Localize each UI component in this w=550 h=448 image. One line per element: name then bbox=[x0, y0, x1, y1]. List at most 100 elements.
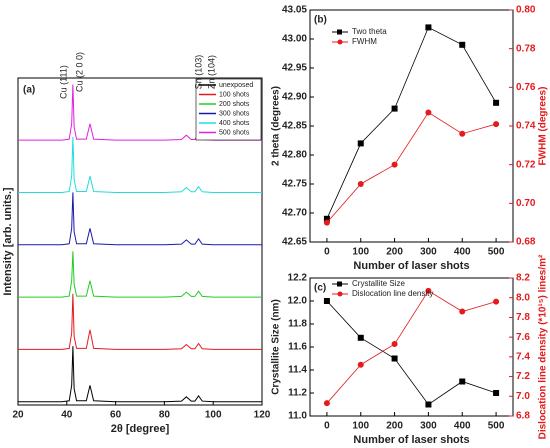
x-tick-label: 300 bbox=[420, 421, 437, 432]
x-tick-label: 300 bbox=[420, 247, 437, 258]
legend-marker bbox=[337, 291, 343, 297]
x-tick-label: 40 bbox=[61, 410, 73, 421]
series-line bbox=[18, 136, 262, 193]
marker bbox=[459, 378, 466, 385]
legend-label: Dislocation line density bbox=[352, 289, 433, 298]
x-tick-label: 200 bbox=[386, 247, 403, 258]
series-line bbox=[326, 290, 497, 404]
legend-label: 400 shots bbox=[219, 120, 250, 127]
x-tick-label: 500 bbox=[488, 421, 505, 432]
y2-tick-label: 7.6 bbox=[516, 332, 530, 343]
plot-frame bbox=[309, 277, 514, 417]
marker bbox=[459, 308, 466, 315]
y2-tick-label: 8.0 bbox=[516, 292, 530, 303]
y-tick-label: 42.65 bbox=[282, 237, 307, 248]
legend-marker bbox=[337, 281, 342, 287]
x-tick-label: 0 bbox=[324, 421, 330, 432]
marker bbox=[459, 41, 466, 48]
y-tick-label: 43.05 bbox=[282, 5, 307, 16]
y2-tick-label: 6.8 bbox=[516, 411, 530, 422]
series-line bbox=[326, 26, 497, 219]
peak-annotation: Zn (104) bbox=[206, 55, 216, 89]
x-tick-label: 80 bbox=[159, 410, 171, 421]
marker bbox=[357, 361, 364, 368]
marker bbox=[357, 181, 364, 187]
x-tick-label: 400 bbox=[454, 421, 471, 432]
y-tick-label: 42.75 bbox=[282, 179, 307, 190]
marker bbox=[323, 219, 330, 226]
marker bbox=[323, 400, 330, 407]
y2-tick-label: 7.2 bbox=[516, 371, 530, 382]
y2-tick-label: 7.8 bbox=[516, 312, 530, 323]
x-axis-label: Number of laser shots bbox=[353, 260, 469, 272]
panel: 0 100 200 300 400 500 42.65 42.70 42.75 42.80 42.8… bbox=[271, 5, 549, 272]
x-axis-label: 2θ [degree] bbox=[111, 423, 170, 435]
marker bbox=[493, 390, 500, 396]
y-tick-label: 11.2 bbox=[288, 388, 307, 399]
x-axis-label: Number of laser shots bbox=[353, 434, 469, 446]
x-tick-label: 400 bbox=[454, 247, 471, 258]
x-tick-label: 100 bbox=[352, 247, 369, 258]
y2-tick-label: 8.2 bbox=[516, 273, 530, 284]
y-tick-label: 11.6 bbox=[288, 342, 307, 353]
y2-tick-label: 0.68 bbox=[516, 237, 536, 248]
panel-label: (b) bbox=[314, 15, 327, 26]
marker bbox=[425, 24, 432, 31]
marker bbox=[391, 355, 398, 362]
series-line bbox=[18, 192, 262, 246]
peak-annotation: Sn (103) bbox=[193, 55, 203, 90]
legend-marker bbox=[337, 29, 342, 35]
y2-tick-label: 7.0 bbox=[516, 391, 530, 402]
series-line bbox=[326, 111, 497, 223]
marker bbox=[357, 334, 364, 341]
marker bbox=[459, 130, 466, 137]
marker bbox=[323, 298, 330, 304]
y-tick-label: 43.00 bbox=[282, 34, 307, 45]
y-axis-label: Intensity [arb. units.] bbox=[2, 187, 14, 296]
marker bbox=[425, 287, 432, 294]
x-tick-label: 20 bbox=[12, 410, 24, 421]
legend-label: 300 shots bbox=[219, 110, 250, 117]
legend-label: FWHM bbox=[352, 37, 377, 46]
y-axis-label: Crystallite Size (nm) bbox=[271, 299, 282, 395]
marker bbox=[425, 401, 432, 408]
marker bbox=[391, 161, 398, 168]
y-tick-label: 42.80 bbox=[282, 150, 307, 161]
y2-tick-label: 0.74 bbox=[516, 121, 536, 132]
x-tick-label: 60 bbox=[110, 410, 122, 421]
panel-label: (a) bbox=[23, 85, 35, 96]
panel: 20 40 60 80 100 120 2θ [degree] Intensity [arb.… bbox=[2, 52, 271, 435]
x-tick-label: 100 bbox=[205, 410, 222, 421]
y2-axis-label: FWHM (degrees) bbox=[538, 87, 549, 166]
y-tick-label: 11.0 bbox=[288, 411, 307, 422]
series-line bbox=[18, 251, 262, 298]
y-tick-label: 12.2 bbox=[288, 273, 308, 284]
peak-annotation: Cu (111) bbox=[58, 65, 68, 99]
marker bbox=[323, 215, 330, 222]
marker bbox=[391, 105, 398, 112]
marker bbox=[493, 121, 500, 128]
y2-tick-label: 0.70 bbox=[516, 198, 536, 209]
marker bbox=[425, 109, 432, 116]
y2-tick-label: 0.78 bbox=[516, 43, 536, 54]
panel: 0 100 200 300 400 500 11.0 11.2 11.4 11.6 11.8 12.0… bbox=[271, 254, 549, 446]
legend-label: 200 shots bbox=[219, 101, 250, 108]
legend-label: Crystallite Size bbox=[352, 279, 405, 288]
y-tick-label: 42.95 bbox=[282, 63, 307, 74]
series-line bbox=[18, 346, 262, 403]
y-tick-label: 42.70 bbox=[282, 208, 307, 219]
legend-label: unexposed bbox=[219, 82, 253, 89]
y2-tick-label: 7.4 bbox=[516, 351, 530, 362]
series-line bbox=[18, 293, 262, 350]
y2-tick-label: 0.76 bbox=[516, 82, 536, 93]
y-tick-label: 11.4 bbox=[288, 365, 307, 376]
marker bbox=[493, 99, 500, 106]
series-line bbox=[326, 300, 497, 406]
y2-tick-label: 0.80 bbox=[516, 5, 536, 16]
y-tick-label: 42.90 bbox=[282, 92, 307, 103]
panel-label: (c) bbox=[314, 283, 326, 294]
x-tick-label: 100 bbox=[352, 421, 369, 432]
y2-tick-label: 0.72 bbox=[516, 159, 536, 170]
plot-frame bbox=[17, 77, 263, 406]
